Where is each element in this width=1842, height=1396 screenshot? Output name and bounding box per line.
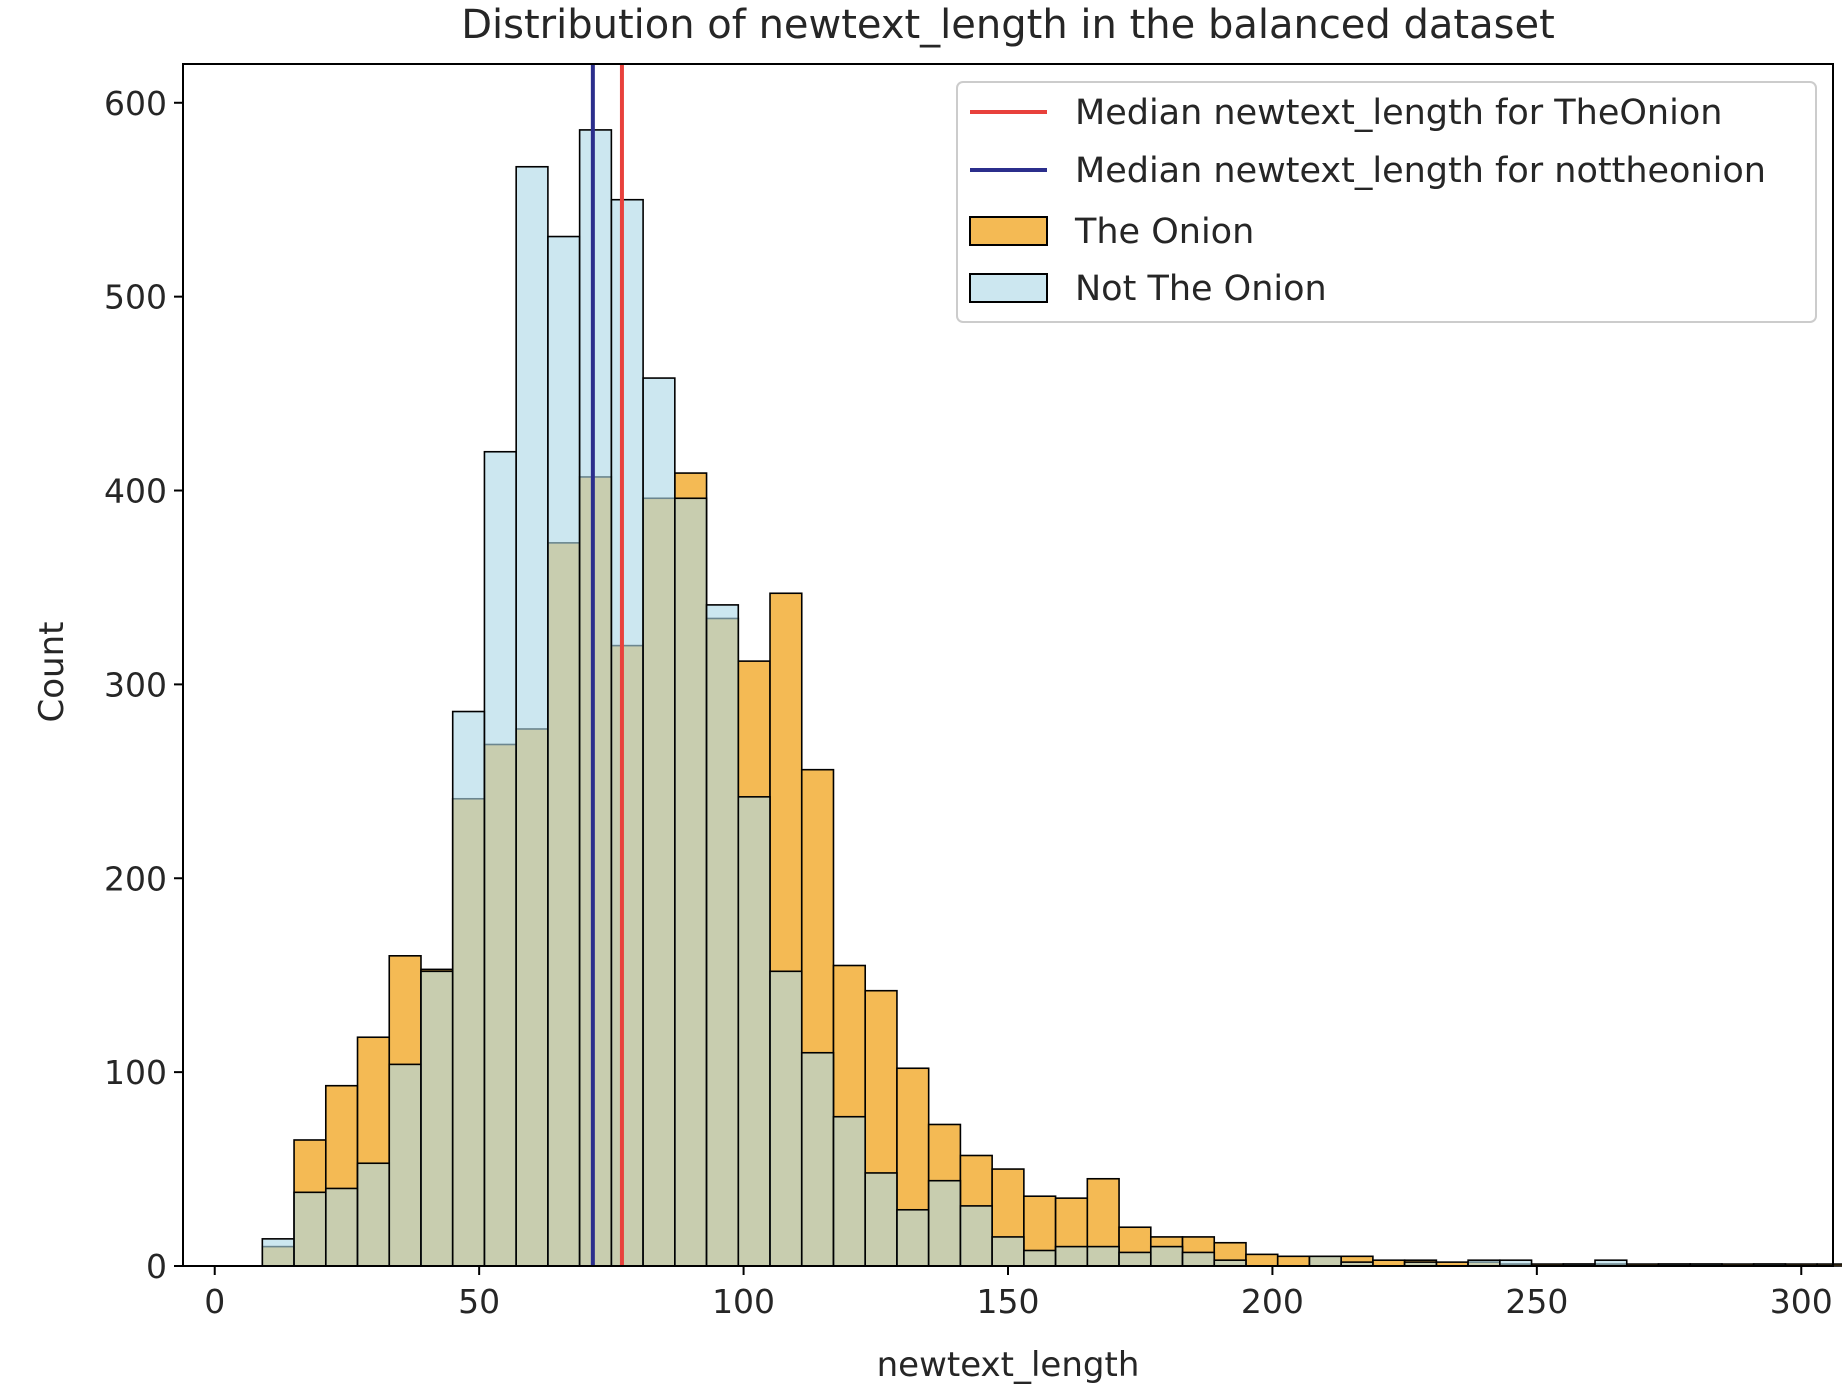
histogram-bar-not-the-onion	[483, 450, 517, 1267]
x-axis-ticks: 0 50 100 150 200 250 300	[204, 1266, 1833, 1321]
histogram-bar-not-the-onion	[261, 1238, 295, 1267]
histogram-bar-the-onion	[1245, 1253, 1279, 1267]
legend-swatch-theonion	[969, 216, 1048, 246]
histogram-bar-not-the-onion	[642, 377, 676, 1267]
x-tick-label: 150	[977, 1282, 1040, 1321]
histogram-bar-not-the-onion	[1054, 1245, 1089, 1267]
histogram-bar-not-the-onion	[705, 604, 740, 1267]
histogram-bar-not-the-onion	[578, 129, 613, 1267]
y-tick-label: 600	[104, 84, 167, 123]
y-tick-label: 200	[104, 859, 167, 898]
histogram-bar-not-the-onion	[1086, 1245, 1120, 1267]
histogram-bar-not-the-onion	[451, 710, 486, 1267]
histogram-bar-not-the-onion	[547, 235, 581, 1267]
histogram-bar-not-the-onion	[896, 1208, 930, 1267]
legend: Median newtext_length for TheOnion Media…	[956, 81, 1817, 323]
histogram-bar-not-the-onion	[324, 1187, 359, 1267]
histogram-bar-not-the-onion	[420, 970, 454, 1267]
histogram-bar-not-the-onion	[1023, 1249, 1057, 1267]
histogram-bar-not-the-onion	[927, 1179, 962, 1267]
histogram-bar-not-the-onion	[293, 1191, 327, 1267]
histogram-bar-not-the-onion	[959, 1205, 993, 1267]
x-tick-label: 100	[712, 1282, 775, 1321]
y-tick-label: 0	[146, 1247, 167, 1286]
histogram-bar-not-the-onion	[832, 1115, 867, 1267]
median-lines	[590, 64, 624, 1266]
histogram-bar-the-onion	[1276, 1255, 1311, 1267]
histogram-bar-not-the-onion	[864, 1172, 898, 1267]
histogram-bar-not-the-onion	[388, 1063, 422, 1267]
legend-label-nottheonion: Not The Onion	[1075, 269, 1327, 309]
histogram-bar-not-the-onion	[610, 198, 644, 1267]
histogram-bar-not-the-onion	[800, 1051, 835, 1267]
histogram-bar-not-the-onion	[515, 165, 549, 1267]
histogram-bars	[261, 129, 1842, 1267]
histogram-bar-not-the-onion	[1308, 1255, 1342, 1267]
histogram-bar-not-the-onion	[1149, 1245, 1184, 1267]
x-tick-label: 0	[204, 1282, 225, 1321]
y-tick-label: 100	[104, 1053, 167, 1092]
legend-box	[956, 81, 1817, 323]
legend-swatch-nottheonion	[969, 273, 1048, 303]
histogram-bar-not-the-onion	[356, 1162, 391, 1267]
y-tick-label: 400	[104, 472, 167, 511]
x-tick-label: 250	[1505, 1282, 1568, 1321]
y-axis-ticks: 0 100 200 300 400 500 600	[104, 84, 183, 1286]
y-axis-label: Count	[32, 622, 72, 723]
histogram-bar-not-the-onion	[1118, 1251, 1152, 1267]
histogram-bar-not-the-onion	[674, 497, 708, 1267]
x-tick-label: 50	[458, 1282, 500, 1321]
x-axis-label: newtext_length	[877, 1345, 1140, 1385]
x-tick-label: 200	[1241, 1282, 1304, 1321]
histogram-bar-not-the-onion	[769, 970, 803, 1267]
histogram-bar-not-the-onion	[737, 796, 771, 1267]
legend-label-nottheonion-median: Median newtext_length for nottheonion	[1075, 151, 1766, 191]
y-tick-label: 500	[104, 278, 167, 317]
chart-title: Distribution of newtext_length in the ba…	[461, 2, 1555, 48]
y-tick-label: 300	[104, 665, 167, 704]
histogram-bar-not-the-onion	[991, 1236, 1025, 1267]
x-tick-label: 300	[1770, 1282, 1833, 1321]
histogram-bar-not-the-onion	[1181, 1251, 1216, 1267]
legend-label-theonion: The Onion	[1074, 212, 1254, 252]
legend-label-theonion-median: Median newtext_length for TheOnion	[1075, 93, 1722, 133]
